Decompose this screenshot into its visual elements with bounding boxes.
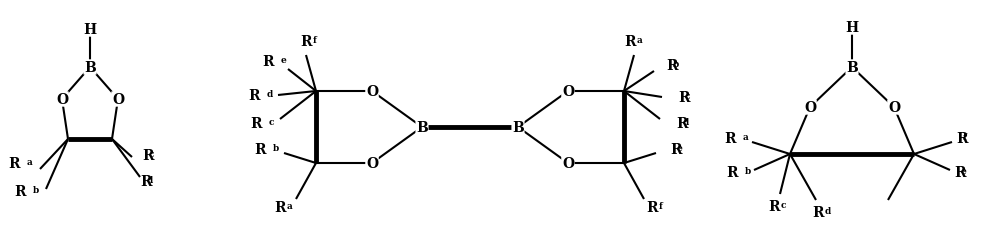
Text: B: B [512,121,524,134]
Text: R: R [813,205,824,219]
Text: e: e [961,166,967,175]
Text: R: R [624,35,635,49]
Text: f: f [963,132,967,141]
Text: R: R [768,199,780,213]
Text: O: O [562,156,574,170]
Text: R: R [142,148,153,162]
Text: d: d [147,175,153,184]
Text: R: R [956,131,967,145]
Text: B: B [84,61,96,75]
Text: a: a [287,201,293,210]
Text: R: R [9,156,20,170]
Text: e: e [677,143,682,152]
Text: R: R [678,91,689,105]
Text: c: c [149,149,154,158]
Text: R: R [670,142,681,156]
Text: a: a [637,36,642,45]
Text: O: O [888,101,900,114]
Text: d: d [825,206,832,215]
Text: H: H [846,21,859,35]
Text: a: a [27,157,33,166]
Text: R: R [666,59,677,73]
Text: O: O [56,93,68,106]
Text: b: b [273,143,279,152]
Text: R: R [724,131,736,145]
Text: e: e [281,56,287,65]
Text: O: O [366,85,378,99]
Text: R: R [251,116,262,131]
Text: H: H [84,23,97,37]
Text: R: R [263,55,274,69]
Text: f: f [313,36,317,45]
Text: R: R [300,35,312,49]
Text: f: f [659,201,663,210]
Text: R: R [255,142,266,156]
Text: a: a [743,132,749,141]
Text: O: O [804,101,816,114]
Text: b: b [745,166,751,175]
Text: R: R [248,89,260,103]
Text: c: c [269,118,275,126]
Text: R: R [646,200,657,214]
Text: R: R [15,184,26,198]
Text: b: b [33,185,39,194]
Text: O: O [366,156,378,170]
Text: O: O [562,85,574,99]
Text: b: b [673,60,679,69]
Text: B: B [847,61,858,75]
Text: B: B [416,121,428,134]
Text: R: R [140,174,151,188]
Text: R: R [676,116,687,131]
Text: d: d [683,118,689,126]
Text: R: R [954,165,965,179]
Text: d: d [267,90,273,99]
Text: O: O [112,93,124,106]
Text: R: R [274,200,286,214]
Text: c: c [685,92,690,101]
Text: c: c [781,200,787,209]
Text: R: R [726,165,738,179]
